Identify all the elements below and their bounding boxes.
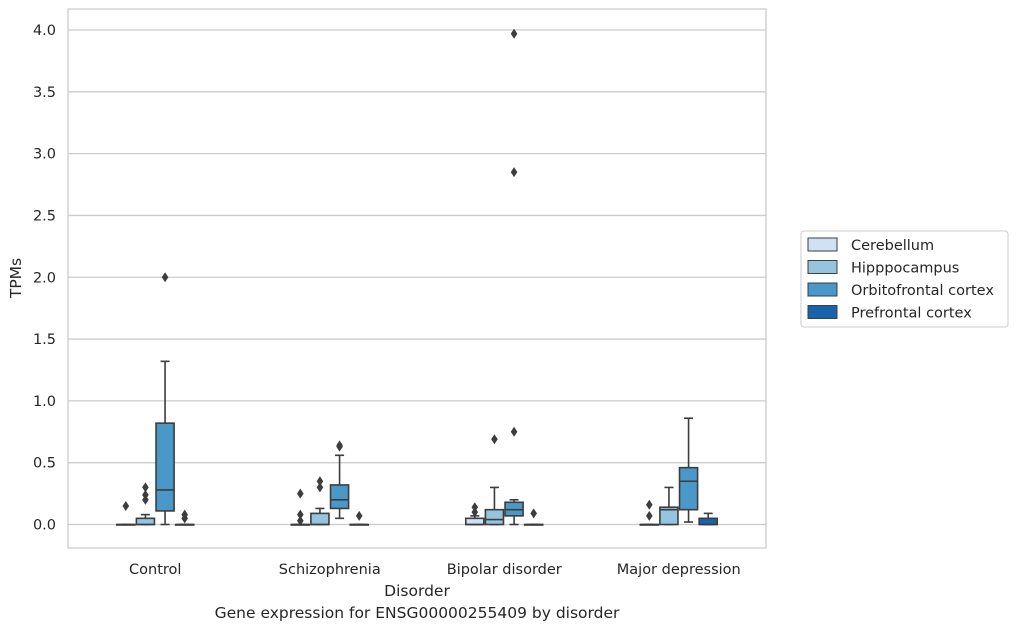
box-1-0: [290, 488, 311, 526]
y-tick-label: 2.0: [33, 270, 56, 286]
y-tick-label: 3.0: [33, 147, 56, 163]
box-0-0: [115, 500, 136, 526]
y-tick-label: 3.5: [33, 85, 56, 101]
box-body: [484, 508, 505, 526]
outlier-marker: [491, 434, 498, 445]
outlier-marker: [510, 167, 518, 178]
outlier-marker: [471, 502, 479, 513]
outlier-marker: [510, 28, 518, 39]
outlier-marker: [297, 515, 304, 526]
legend-label: Cerebellum: [851, 238, 934, 254]
legend-swatch: [807, 260, 838, 274]
y-tick-label: 2.5: [33, 208, 56, 224]
box-1-2: [329, 440, 350, 520]
legend-label: Orbitofrontal cortex: [851, 283, 994, 299]
legend-label: Prefrontal cortex: [851, 306, 972, 322]
chart-caption: Gene expression for ENSG00000255409 by d…: [214, 604, 620, 622]
box-body: [329, 484, 350, 510]
outlier-marker: [316, 476, 324, 487]
box-body: [678, 466, 699, 511]
box-0-1: [135, 482, 156, 526]
x-tick-label: Major depression: [617, 562, 741, 578]
y-tick-labels: 0.0 0.5 1.0 1.5 2.0 2.5 3.0 3.5 4.0: [33, 23, 56, 533]
x-tick-label: Bipolar disorder: [447, 562, 562, 578]
outlier-marker: [122, 500, 130, 511]
y-tick-label: 4.0: [33, 23, 56, 39]
box-body: [698, 517, 719, 526]
outlier-marker: [297, 509, 304, 520]
legend-label: Hipppocampus: [851, 261, 959, 277]
legend-swatch: [807, 237, 838, 252]
outlier-marker: [646, 510, 653, 521]
x-axis-title: Disorder: [384, 582, 450, 600]
box-0-3: [174, 509, 195, 526]
legend-swatch: [807, 305, 838, 319]
box-2-2: [504, 28, 524, 526]
box-body: [464, 517, 485, 526]
outlier-marker: [297, 488, 304, 499]
y-tick-label: 0.0: [33, 518, 56, 534]
box-2-3: [523, 508, 544, 526]
box-2-0: [464, 502, 485, 526]
outlier-marker: [336, 440, 343, 451]
x-tick-label: Schizophrenia: [279, 562, 381, 578]
box-1-1: [310, 476, 330, 526]
box-3-2: [678, 417, 699, 523]
box-body: [310, 512, 330, 526]
legend-swatch: [807, 282, 838, 297]
y-tick-label: 1.5: [33, 332, 56, 348]
box-3-3: [698, 512, 719, 526]
outlier-marker: [646, 499, 653, 510]
outlier-marker: [142, 489, 149, 500]
box-body: [155, 422, 175, 512]
box-3-0: [639, 499, 660, 526]
outlier-marker: [355, 510, 363, 521]
plot-area-background: [68, 9, 766, 548]
outlier-marker: [142, 482, 149, 493]
box-body: [659, 506, 679, 526]
y-tick-label: 0.5: [33, 456, 56, 472]
boxes: [115, 28, 719, 526]
outlier-marker: [316, 482, 324, 493]
y-axis-title: TPMs: [7, 258, 25, 299]
outlier-marker: [181, 509, 188, 520]
box-1-3: [349, 510, 370, 526]
outlier-marker: [161, 272, 169, 283]
outlier-marker: [530, 508, 537, 519]
legend: Cerebellum Hipppocampus Orbitofrontal cort…: [800, 230, 1009, 328]
plot-frame: [67, 8, 767, 549]
box-2-1: [484, 434, 505, 526]
box-0-2: [155, 272, 175, 526]
x-tick-labels: Control Schizophrenia Bipolar disorder Majo…: [129, 562, 741, 578]
box-3-1: [659, 486, 679, 526]
outlier-marker: [510, 426, 518, 437]
y-tick-label: 1.0: [33, 394, 56, 410]
legend-frame: [800, 230, 1009, 328]
box-body: [135, 517, 156, 526]
x-tick-label: Control: [129, 562, 181, 578]
